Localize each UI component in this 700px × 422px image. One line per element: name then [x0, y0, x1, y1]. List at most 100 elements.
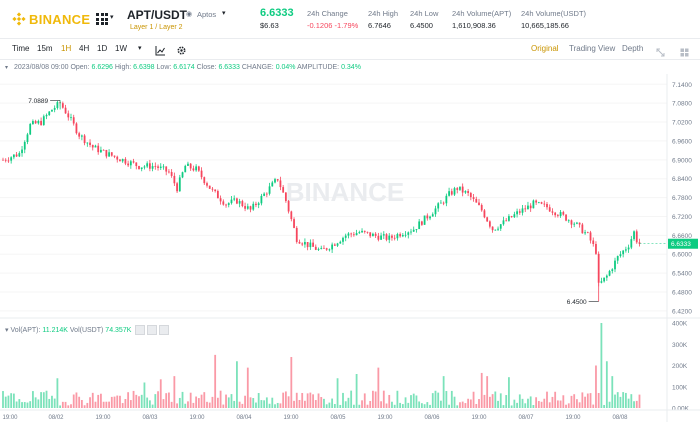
volume-toggle-box[interactable]	[159, 325, 170, 335]
candle-body	[157, 166, 159, 168]
candle-body	[110, 152, 113, 156]
candle-body	[67, 113, 70, 118]
coin-info-icon[interactable]: ◉	[186, 11, 193, 18]
volume-bar	[51, 395, 53, 408]
interval-4h[interactable]: 4H	[79, 44, 90, 53]
time-tick-label: 08/05	[330, 415, 346, 421]
candle-body	[304, 242, 306, 245]
apps-grid-icon[interactable]	[96, 13, 108, 25]
volume-bar	[40, 392, 42, 408]
time-tick-label: 19:00	[565, 415, 581, 421]
binance-logo[interactable]	[12, 12, 26, 31]
volume-bar	[611, 376, 614, 408]
candle-body	[559, 212, 562, 216]
volume-bar	[260, 400, 263, 408]
stat-24h-high: 6.7646	[368, 21, 391, 30]
volume-bar	[162, 399, 165, 408]
volume-bar	[339, 404, 342, 408]
volume-bar	[157, 391, 159, 408]
volume-bar	[502, 405, 505, 408]
volume-bar	[510, 405, 513, 408]
high-marker-label: 7.0889	[28, 98, 48, 105]
candle-body	[45, 115, 48, 117]
interval-1h[interactable]: 1H	[61, 44, 72, 53]
volume-bar	[314, 400, 317, 408]
pair-dropdown-icon[interactable]: ▾	[222, 10, 226, 17]
more-intervals-chevron-icon[interactable]: ▾	[138, 45, 142, 52]
candle-body	[181, 172, 184, 178]
view-depth[interactable]: Depth	[622, 44, 644, 53]
volume-bar	[385, 403, 388, 408]
volume-bar	[271, 397, 274, 408]
volume-tick-label: 0.00K	[672, 406, 690, 413]
candle-body	[127, 163, 130, 166]
volume-bar	[168, 392, 170, 408]
price-tick-label: 6.5400	[672, 271, 692, 278]
candle-body	[271, 182, 274, 187]
candle-body	[355, 233, 358, 236]
volume-bar	[312, 394, 314, 408]
collapse-chevron-icon[interactable]: ▾	[5, 65, 9, 71]
interval-1w[interactable]: 1W	[115, 44, 127, 53]
candle-body	[350, 233, 353, 235]
volume-bar	[404, 397, 407, 408]
candle-body	[382, 234, 385, 236]
interval-time[interactable]: Time	[12, 44, 30, 53]
stat-label: 24h Volume(USDT)	[521, 9, 587, 18]
pair-tags[interactable]: Layer 1 / Layer 2	[130, 24, 183, 31]
expand-icon[interactable]	[656, 44, 665, 62]
price-tick-label: 6.9000	[672, 157, 692, 164]
volume-bar	[265, 397, 268, 408]
settings-gear-icon[interactable]	[176, 43, 187, 61]
candle-body	[486, 217, 489, 222]
candle-body	[464, 191, 467, 193]
candle-body	[138, 166, 140, 169]
trading-pair[interactable]: APT/USDT	[127, 8, 187, 22]
candle-body	[363, 230, 366, 232]
volume-bar	[102, 401, 105, 408]
coin-name[interactable]: Aptos	[197, 10, 217, 19]
volume-collapse-chevron-icon[interactable]: ▾	[5, 326, 9, 334]
view-trading-view[interactable]: Trading View	[569, 44, 616, 53]
candle-body	[284, 192, 287, 201]
candle-body	[570, 220, 573, 225]
volume-bar	[56, 378, 59, 408]
volume-bar	[230, 394, 233, 408]
grid-layout-icon[interactable]	[680, 44, 689, 62]
candle-body	[597, 253, 600, 283]
candle-body	[323, 247, 325, 249]
volume-bar	[200, 394, 203, 408]
candle-body	[189, 163, 192, 169]
candle-body	[108, 152, 110, 157]
volume-bar	[586, 393, 589, 408]
view-original[interactable]: Original	[531, 44, 559, 53]
volume-bar	[608, 401, 611, 408]
candle-body	[10, 157, 13, 161]
candle-body	[129, 161, 132, 166]
volume-bar	[540, 401, 543, 408]
candle-body	[567, 220, 570, 222]
indicators-icon[interactable]	[155, 43, 166, 61]
time-tick-label: 19:00	[189, 415, 205, 421]
volume-bar	[222, 404, 225, 408]
candle-body	[314, 246, 317, 250]
high-label: High:	[114, 64, 132, 71]
volume-bar	[208, 402, 211, 408]
candle-body	[51, 109, 53, 112]
volume-bar	[605, 361, 608, 408]
interval-15m[interactable]: 15m	[37, 44, 53, 53]
volume-bar	[380, 401, 382, 408]
candle-body	[176, 183, 178, 192]
candle-body	[151, 166, 154, 169]
volume-bar	[80, 399, 83, 408]
candle-body	[440, 202, 442, 204]
candle-body	[605, 275, 608, 278]
interval-1d[interactable]: 1D	[97, 44, 108, 53]
amplitude-value: 0.34%	[341, 64, 361, 71]
volume-bar	[287, 396, 290, 408]
candle-body	[265, 193, 268, 195]
apps-chevron-down-icon[interactable]: ▾	[110, 14, 114, 21]
volume-toggle-box[interactable]	[135, 325, 146, 335]
candlestick-chart[interactable]: BINANCE 7.1400 7.0800 7.0200 6.9600 6.9000 6.…	[0, 74, 700, 422]
volume-toggle-box[interactable]	[147, 325, 158, 335]
